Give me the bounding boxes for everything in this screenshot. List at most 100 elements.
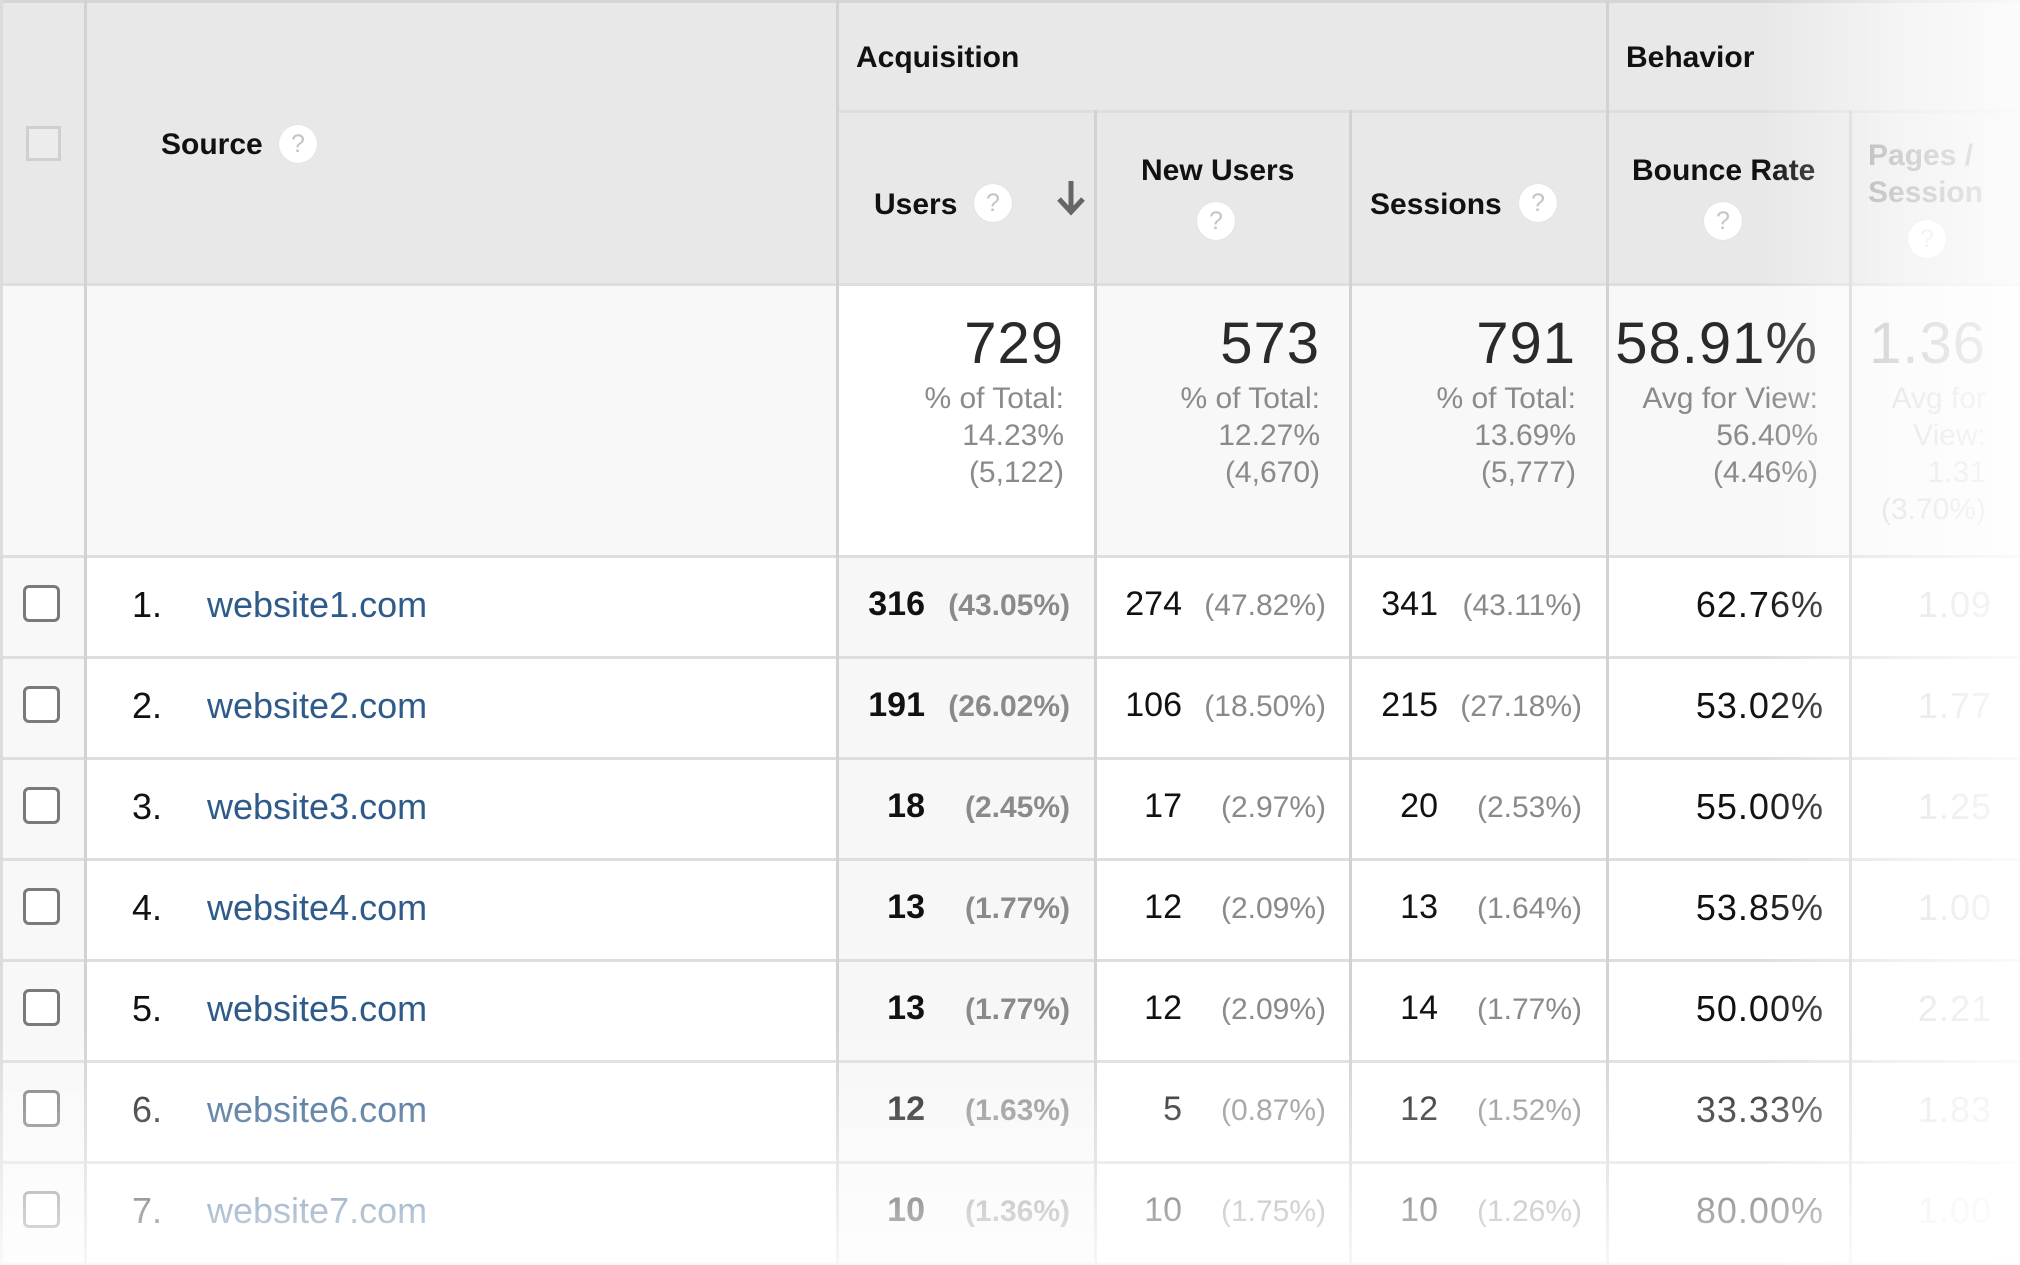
users-value: 12 [887,1090,925,1128]
row-index: 7. [132,1190,163,1231]
users-percent: (1.63%) [964,1094,1070,1127]
total-bounce-rate: 58.91% [1615,311,1818,376]
pages-per-session-column-header[interactable]: Pages / Session [1868,139,1984,209]
source-link[interactable]: website1.com [207,584,428,625]
row-index: 4. [132,887,163,928]
sessions-value: 20 [1400,787,1438,825]
row-index: 3. [132,786,163,827]
sessions-value: 215 [1381,686,1438,724]
source-link[interactable]: website6.com [207,1089,428,1130]
new-users-column-header[interactable]: New Users [1141,154,1295,187]
source-link[interactable]: website4.com [207,887,428,928]
new-users-value: 12 [1144,888,1182,926]
total-sessions-detail: % of Total: 13.69% (5,777) [1436,382,1576,489]
totals-users-cell [837,284,1095,556]
pages-per-session-value: 2.21 [1917,988,1992,1029]
column-divider [1606,0,1609,1265]
help-icon[interactable]: ? [1704,202,1742,240]
total-pages-per-session: 1.36 [1869,311,1986,376]
row-checkbox[interactable] [23,1090,60,1127]
sessions-value: 341 [1381,585,1438,623]
users-column-header[interactable]: Users [874,188,958,221]
header-top-border [0,0,2020,3]
users-percent: (1.36%) [964,1195,1070,1228]
bounce-rate-value: 50.00% [1695,988,1824,1029]
row-checkbox[interactable] [23,989,60,1026]
table-row: 7. website7.com 10 (1.36%) 10 (1.75%) 10… [0,1164,2020,1262]
sessions-percent: (2.53%) [1476,791,1582,824]
behavior-group-header: Behavior [1626,41,1755,74]
pages-per-session-value: 1.77 [1917,685,1992,726]
users-value: 191 [868,686,925,724]
help-icon[interactable]: ? [1908,220,1946,258]
sessions-value: 14 [1400,989,1438,1027]
bounce-rate-column-header[interactable]: Bounce Rate [1632,154,1816,187]
users-value: 13 [887,888,925,926]
help-icon[interactable]: ? [279,125,317,163]
help-icon[interactable]: ? [974,184,1012,222]
sessions-value: 10 [1400,1191,1438,1229]
table-row: 3. website3.com 18 (2.45%) 17 (2.97%) 20… [0,760,2020,858]
new-users-percent: (2.09%) [1220,993,1326,1026]
new-users-percent: (18.50%) [1204,690,1326,723]
total-users: 729 [964,311,1064,376]
bounce-rate-value: 53.02% [1695,685,1824,726]
pages-per-session-value: 1.25 [1917,786,1992,827]
total-new-users-detail: % of Total: 12.27% (4,670) [1180,382,1320,489]
table-row: 2. website2.com 191 (26.02%) 106 (18.50%… [0,659,2020,757]
new-users-value: 17 [1144,787,1182,825]
source-link[interactable]: website2.com [207,685,428,726]
users-percent: (43.05%) [948,589,1070,622]
bounce-rate-value: 53.85% [1695,887,1824,928]
table-row: 4. website4.com 13 (1.77%) 12 (2.09%) 13… [0,861,2020,959]
row-index: 1. [132,584,163,625]
new-users-percent: (2.09%) [1220,892,1326,925]
help-icon[interactable]: ? [1197,202,1235,240]
header-bottom-border [0,283,2020,286]
new-users-value: 10 [1144,1191,1182,1229]
source-link[interactable]: website5.com [207,988,428,1029]
source-column-header[interactable]: Source [161,128,263,161]
sessions-percent: (43.11%) [1462,589,1582,622]
row-checkbox[interactable] [23,1191,60,1228]
sessions-percent: (27.18%) [1460,690,1582,723]
sessions-percent: (1.64%) [1476,892,1582,925]
new-users-value: 274 [1125,585,1182,623]
pages-per-session-value: 1.00 [1917,1190,1992,1231]
total-pages-per-session-detail: Avg for View: 1.31 (3.70%) [1880,382,1986,526]
users-percent: (26.02%) [948,690,1070,723]
acquisition-group-header: Acquisition [856,41,1020,74]
users-percent: (2.45%) [964,791,1070,824]
row-index: 6. [132,1089,163,1130]
row-checkbox[interactable] [23,787,60,824]
new-users-percent: (2.97%) [1220,791,1326,824]
source-link[interactable]: website7.com [207,1190,428,1231]
column-divider [84,0,87,1265]
table-row: 6. website6.com 12 (1.63%) 5 (0.87%) 12 … [0,1063,2020,1161]
table-row: 5. website5.com 13 (1.77%) 12 (2.09%) 14… [0,962,2020,1060]
select-all-checkbox[interactable] [26,126,61,161]
column-divider [1349,110,1352,1265]
row-index: 5. [132,988,163,1029]
users-value: 13 [887,989,925,1027]
row-checkbox[interactable] [23,585,60,622]
bounce-rate-value: 80.00% [1695,1190,1824,1231]
row-checkbox[interactable] [23,686,60,723]
help-icon[interactable]: ? [1519,184,1557,222]
table-header [0,0,2020,284]
table-row: 1. website1.com 316 (43.05%) 274 (47.82%… [0,558,2020,656]
bounce-rate-value: 62.76% [1695,584,1824,625]
bounce-rate-value: 55.00% [1695,786,1824,827]
new-users-percent: (47.82%) [1204,589,1326,622]
sessions-column-header[interactable]: Sessions [1370,188,1502,221]
source-link[interactable]: website3.com [207,786,428,827]
new-users-value: 5 [1163,1090,1182,1128]
group-divider [837,110,2020,113]
total-users-detail: % of Total: 14.23% (5,122) [924,382,1064,489]
pages-per-session-value: 1.00 [1917,887,1992,928]
row-checkbox[interactable] [23,888,60,925]
total-bounce-rate-detail: Avg for View: 56.40% (4.46%) [1642,382,1818,489]
sort-descending-icon[interactable] [1054,178,1088,218]
new-users-percent: (0.87%) [1220,1094,1326,1127]
users-percent: (1.77%) [964,993,1070,1026]
